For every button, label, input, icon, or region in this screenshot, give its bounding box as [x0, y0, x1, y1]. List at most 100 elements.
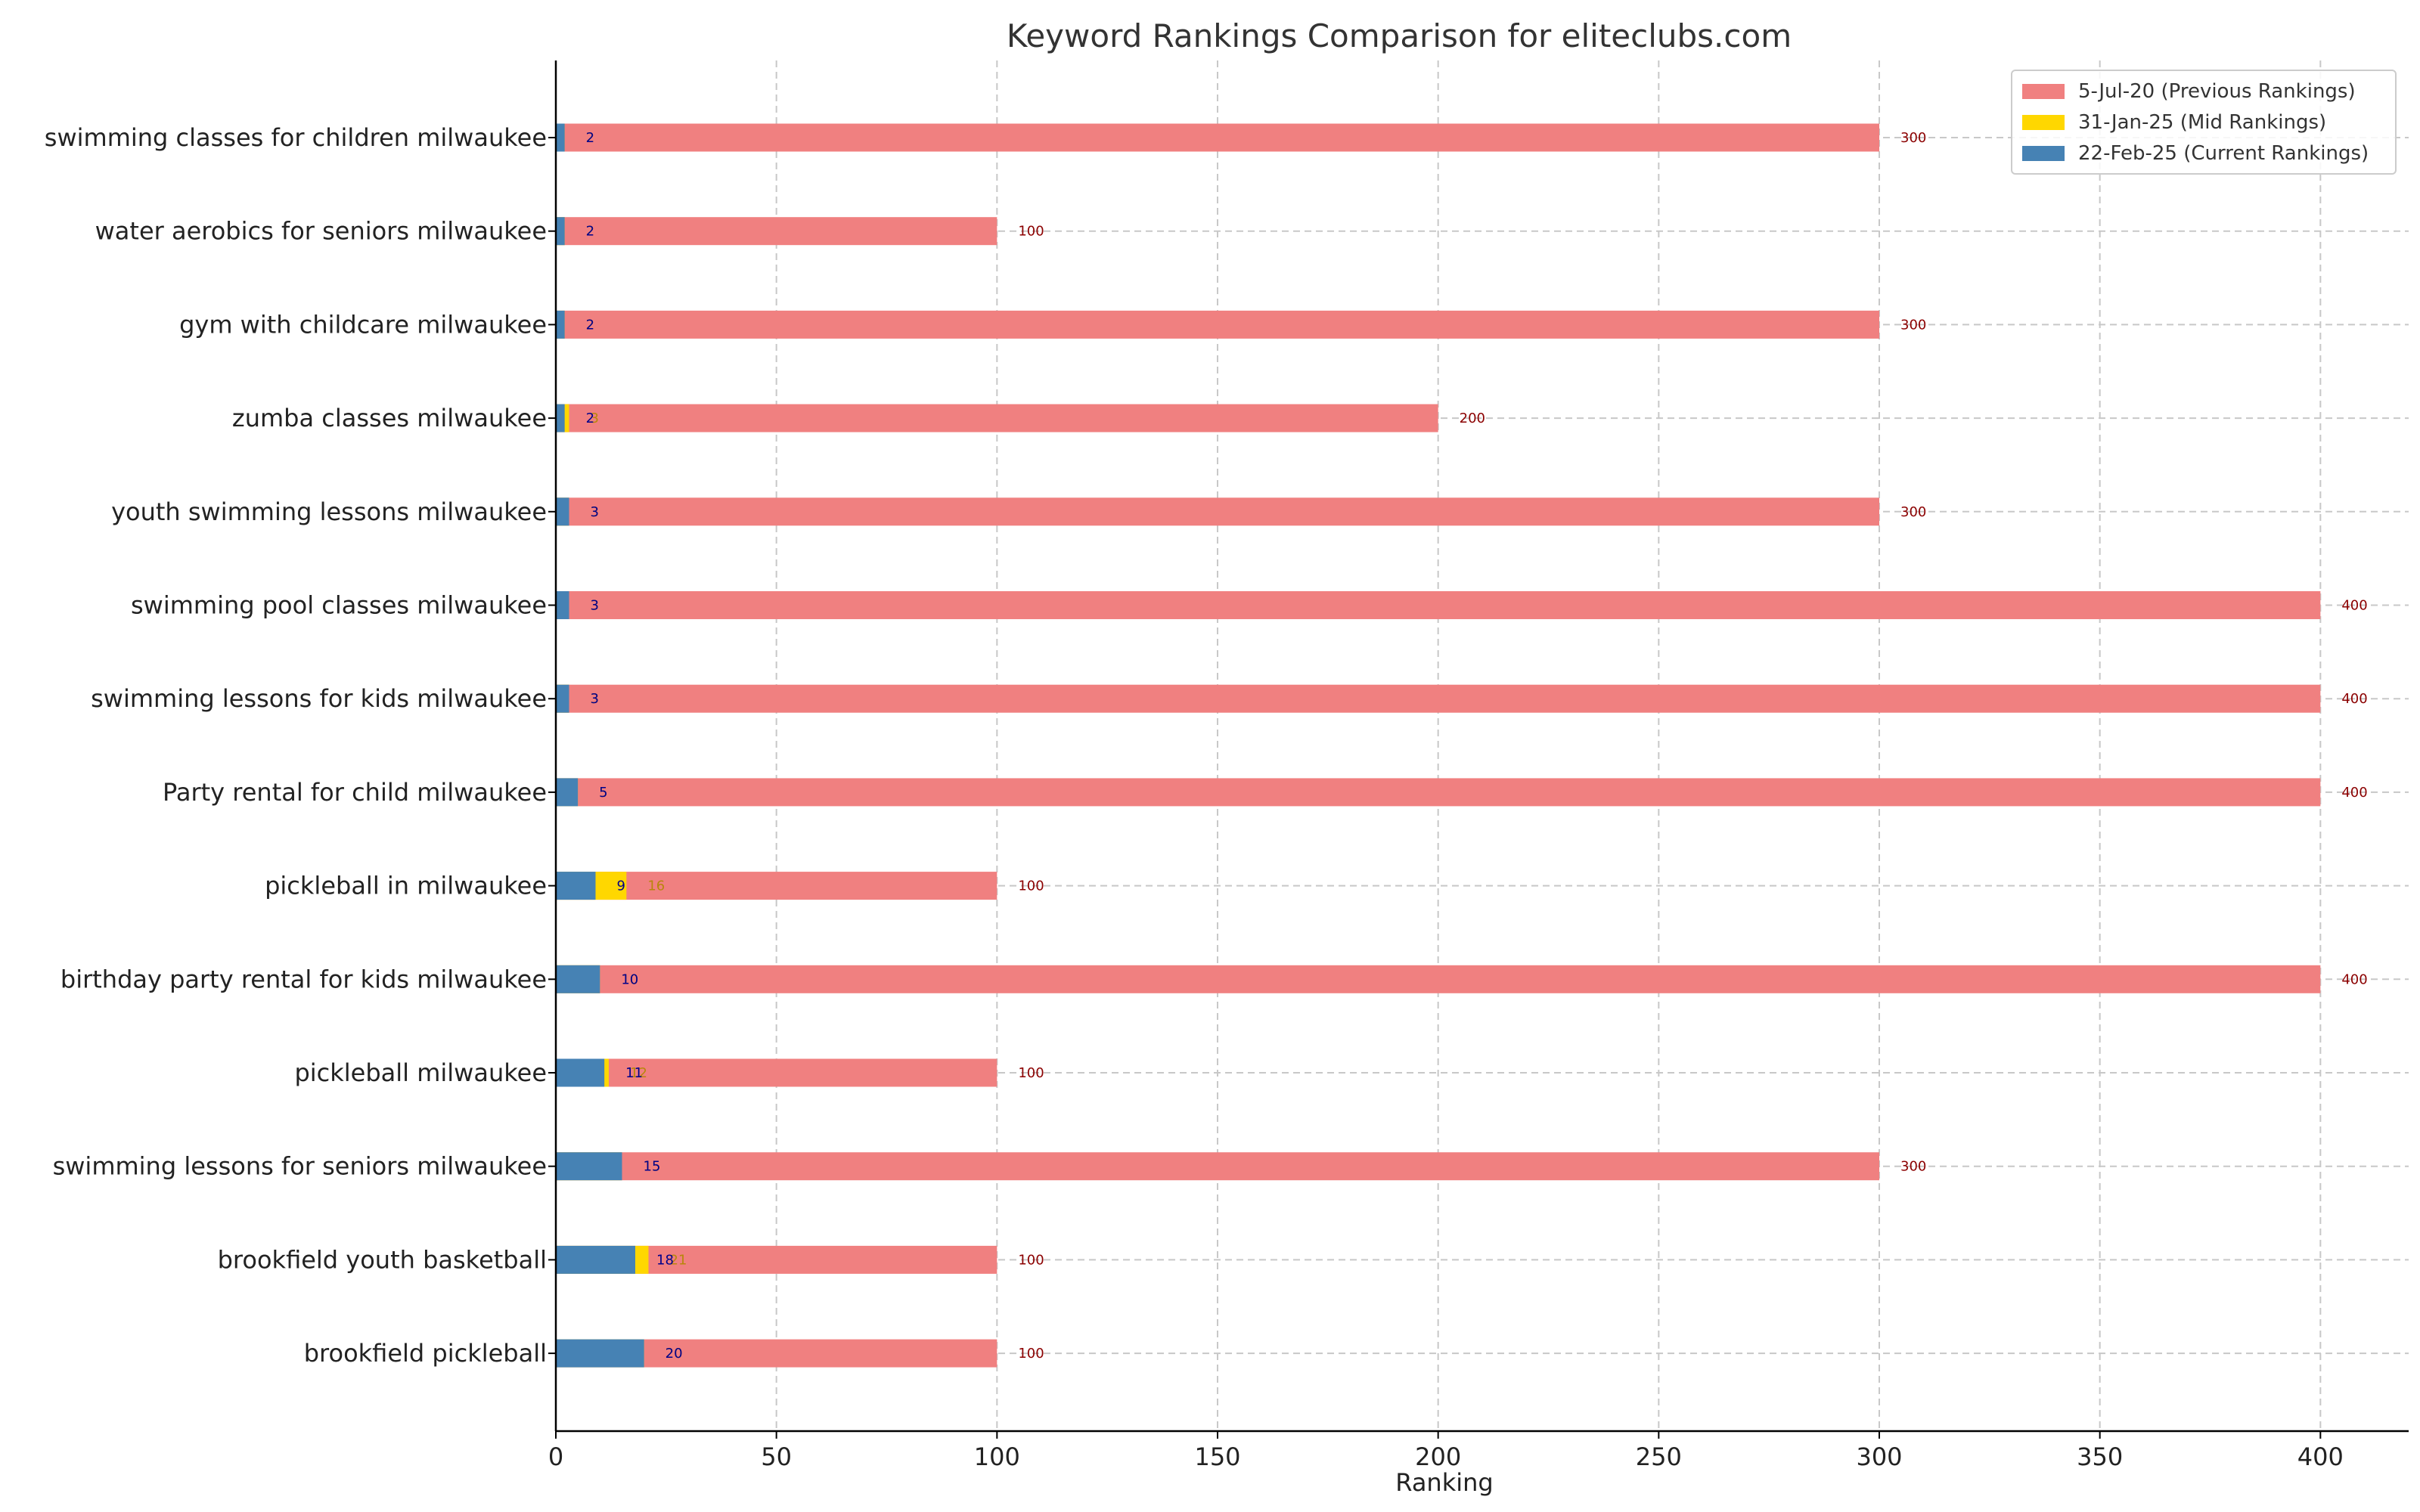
legend-swatch-1 — [2022, 115, 2065, 130]
data-label-previous-9: 400 — [2341, 971, 2367, 987]
x-tick-label-7: 350 — [2077, 1442, 2123, 1471]
y-tick-label-6: swimming lessons for kids milwaukee — [91, 684, 547, 713]
y-tick-label-13: brookfield pickleball — [304, 1339, 547, 1368]
bar-series2-row2 — [556, 310, 565, 339]
data-label-current-2: 2 — [586, 317, 594, 333]
data-label-mid-12: 21 — [670, 1252, 687, 1268]
bar-series2-row6 — [556, 684, 569, 713]
legend-swatch-2 — [2022, 146, 2065, 161]
x-tick-label-5: 250 — [1636, 1442, 1682, 1471]
bar-series2-row5 — [556, 591, 569, 619]
data-label-mid-4: 3 — [591, 504, 599, 520]
legend-label-2: 22-Feb-25 (Current Rankings) — [2078, 142, 2369, 165]
data-label-previous-10: 100 — [1018, 1065, 1044, 1081]
data-label-previous-6: 400 — [2341, 691, 2367, 707]
bar-series0-row6 — [556, 684, 2321, 713]
y-tick-label-3: zumba classes milwaukee — [232, 404, 547, 432]
data-label-previous-5: 400 — [2341, 598, 2367, 614]
bar-series0-row11 — [556, 1152, 1879, 1181]
y-tick-label-4: youth swimming lessons milwaukee — [111, 497, 547, 526]
bar-series2-row3 — [556, 404, 565, 432]
data-label-current-1: 2 — [586, 224, 594, 240]
bar-series0-row7 — [556, 778, 2321, 807]
y-tick-label-1: water aerobics for seniors milwaukee — [95, 217, 547, 246]
data-label-mid-3: 3 — [591, 411, 599, 426]
chart-title: Keyword Rankings Comparison for eliteclu… — [1007, 17, 1792, 54]
bar-layer: 300 100 300 200 300 400 400 400 100 400 100 300 100 1… — [556, 123, 2368, 1368]
data-label-current-9: 10 — [621, 971, 638, 987]
data-label-current-13: 20 — [666, 1346, 683, 1362]
x-tick-label-1: 50 — [761, 1442, 792, 1471]
data-label-current-3: 2 — [586, 411, 594, 426]
bar-series2-row13 — [556, 1339, 644, 1368]
y-tick-label-2: gym with childcare milwaukee — [179, 310, 547, 339]
legend-frame — [2011, 70, 2397, 175]
data-label-previous-1: 100 — [1018, 224, 1044, 240]
bar-series0-row9 — [556, 965, 2321, 993]
bar-series2-row1 — [556, 217, 565, 246]
bar-series0-row4 — [556, 497, 1879, 526]
y-tick-label-12: brookfield youth basketball — [218, 1245, 547, 1274]
bar-series0-row10 — [556, 1058, 997, 1087]
data-label-current-4: 3 — [591, 504, 599, 520]
x-tick-label-0: 0 — [548, 1442, 563, 1471]
bar-series2-row11 — [556, 1152, 622, 1181]
data-label-mid-0: 2 — [586, 130, 594, 146]
data-label-previous-2: 300 — [1900, 317, 1926, 333]
x-tick-label-3: 150 — [1194, 1442, 1240, 1471]
x-tick-label-8: 400 — [2297, 1442, 2344, 1471]
legend: 5-Jul-20 (Previous Rankings) 31-Jan-25 (M… — [2011, 70, 2397, 175]
data-label-previous-12: 100 — [1018, 1252, 1044, 1268]
data-label-previous-3: 200 — [1460, 411, 1485, 426]
y-tick-label-0: swimming classes for children milwaukee — [45, 123, 547, 152]
data-label-current-11: 15 — [644, 1159, 661, 1175]
data-label-current-8: 9 — [617, 878, 625, 894]
y-tick-label-11: swimming lessons for seniors milwaukee — [53, 1152, 547, 1181]
bar-series2-row9 — [556, 965, 600, 993]
data-label-previous-7: 400 — [2341, 785, 2367, 801]
data-label-current-6: 3 — [591, 691, 599, 707]
y-tick-label-8: pickleball in milwaukee — [265, 872, 547, 900]
legend-swatch-0 — [2022, 84, 2065, 99]
bar-series0-row1 — [556, 217, 997, 246]
data-label-current-5: 3 — [591, 598, 599, 614]
data-label-mid-11: 15 — [644, 1159, 661, 1175]
x-axis-label: Ranking — [1395, 1468, 1493, 1497]
data-label-mid-13: 20 — [666, 1346, 683, 1362]
bar-series0-row3 — [556, 404, 1438, 432]
bar-series2-row7 — [556, 778, 579, 807]
data-label-mid-5: 3 — [591, 598, 599, 614]
data-label-previous-13: 100 — [1018, 1346, 1044, 1362]
x-tick-label-4: 200 — [1415, 1442, 1461, 1471]
data-label-current-7: 5 — [599, 785, 607, 801]
data-label-mid-2: 2 — [586, 317, 594, 333]
y-tick-label-5: swimming pool classes milwaukee — [131, 591, 547, 620]
x-tick-label-6: 300 — [1856, 1442, 1902, 1471]
data-label-current-0: 2 — [586, 130, 594, 146]
data-label-previous-0: 300 — [1900, 130, 1926, 146]
bar-series0-row0 — [556, 123, 1879, 152]
y-tick-label-9: birthday party rental for kids milwaukee — [60, 965, 547, 993]
data-label-current-12: 18 — [656, 1252, 674, 1268]
data-label-mid-10: 12 — [630, 1065, 647, 1081]
data-label-previous-4: 300 — [1900, 504, 1926, 520]
grid-layer — [555, 60, 2409, 1431]
data-label-current-10: 11 — [625, 1065, 643, 1081]
data-label-mid-7: 5 — [599, 785, 607, 801]
y-tick-label-10: pickleball milwaukee — [294, 1058, 547, 1087]
bar-series2-row8 — [556, 872, 596, 900]
bar-series0-row2 — [556, 310, 1879, 339]
data-label-previous-8: 100 — [1018, 878, 1044, 894]
axis-layer: 0 50 100 150 200 250 300 350 400 swimming classes… — [45, 60, 2409, 1471]
bar-series0-row8 — [556, 872, 997, 900]
data-label-mid-9: 10 — [621, 971, 638, 987]
data-label-mid-6: 3 — [591, 691, 599, 707]
bar-series2-row0 — [556, 123, 565, 152]
data-label-previous-11: 300 — [1900, 1159, 1926, 1175]
data-label-mid-8: 16 — [647, 878, 665, 894]
y-tick-label-7: Party rental for child milwaukee — [163, 778, 547, 807]
bar-series2-row12 — [556, 1245, 635, 1274]
data-label-mid-1: 2 — [586, 224, 594, 240]
